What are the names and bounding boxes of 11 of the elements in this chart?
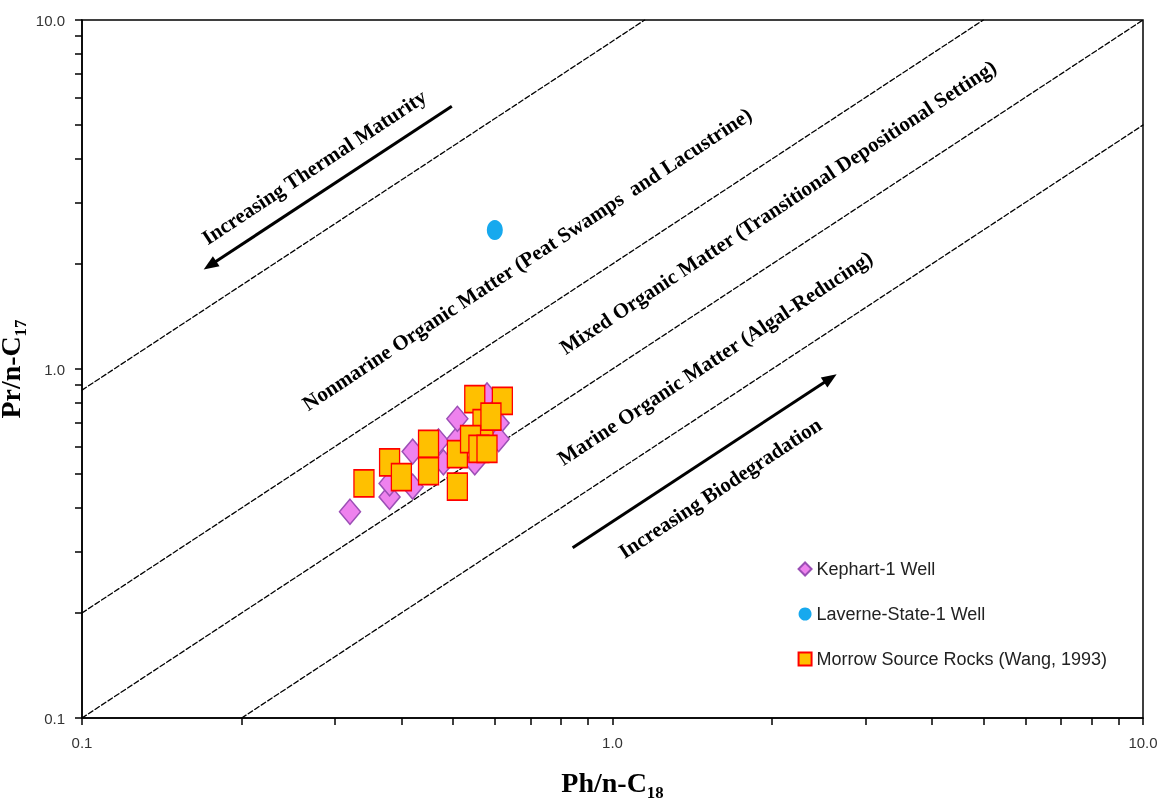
x-tick-label: 1.0 (602, 734, 623, 751)
y-tick-label: 10.0 (35, 11, 65, 29)
legend-label: Kephart-1 Well (816, 559, 936, 579)
y-tick-label: 1.0 (44, 360, 65, 378)
x-tick-label: 10.0 (1128, 734, 1158, 751)
legend-label: Laverne-State-1 Well (816, 604, 986, 624)
legend-label: Morrow Source Rocks (Wang, 1993) (816, 649, 1107, 669)
y-tick-label: 0.1 (44, 709, 65, 727)
x-tick-label: 0.1 (71, 734, 93, 751)
y-axis-title: Pr/n-C₁₇ (0, 319, 27, 419)
x-axis-title: Ph/n-C₁₈ (561, 766, 664, 798)
